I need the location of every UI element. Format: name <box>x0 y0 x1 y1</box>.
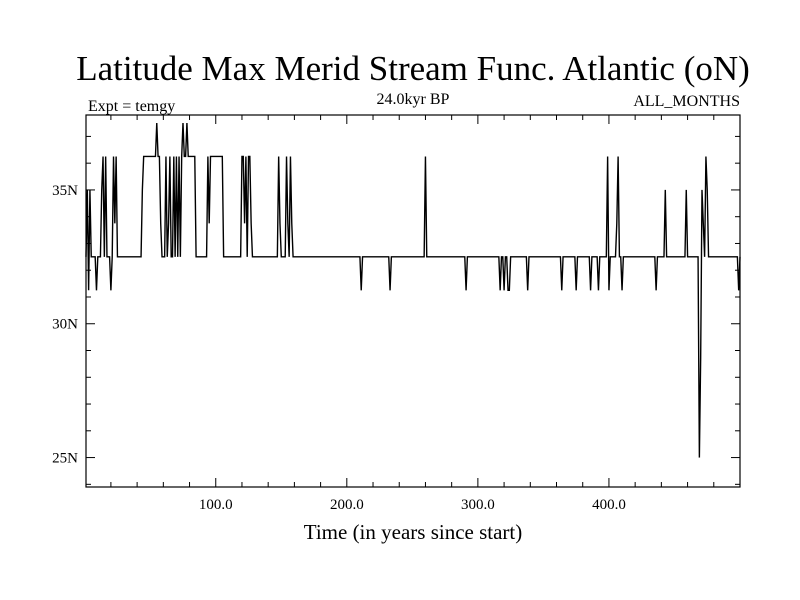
chart-subtitle-center: 24.0kyr BP <box>377 91 450 108</box>
chart-subtitle-left: Expt = temgy <box>88 98 175 115</box>
x-tick-label-1: 200.0 <box>330 497 364 513</box>
x-tick-label-2: 300.0 <box>461 497 495 513</box>
chart-subtitle-right: ALL_MONTHS <box>633 93 740 110</box>
x-axis-label: Time (in years since start) <box>304 520 523 544</box>
plot-frame <box>85 114 741 488</box>
y-tick-label-0: 25N <box>52 451 78 467</box>
x-tick-label-0: 100.0 <box>199 497 233 513</box>
x-tick-label-3: 400.0 <box>592 497 626 513</box>
y-tick-label-1: 30N <box>52 317 78 333</box>
chart-title: Latitude Max Merid Stream Func. Atlantic… <box>76 49 750 88</box>
y-tick-label-2: 35N <box>52 183 78 199</box>
plot-area: 100.0 200.0 300.0 400.0 25N 30N 35N <box>52 115 741 513</box>
series-line-latitude_max <box>85 123 741 458</box>
